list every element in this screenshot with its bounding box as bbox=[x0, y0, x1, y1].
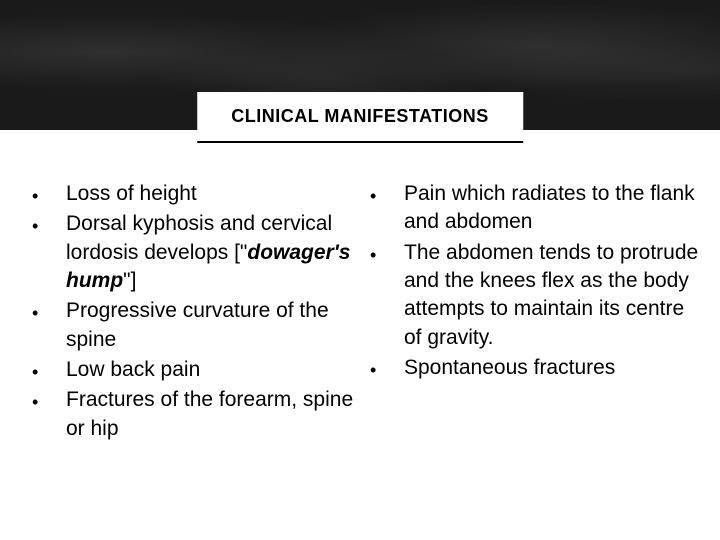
bullet-icon: • bbox=[32, 210, 66, 238]
list-item-text: Loss of height bbox=[66, 180, 362, 208]
list-item-text: Low back pain bbox=[66, 356, 362, 384]
slide-title: CLINICAL MANIFESTATIONS bbox=[197, 92, 523, 143]
bullet-icon: • bbox=[370, 239, 404, 267]
list-item: •Pain which radiates to the flank and ab… bbox=[370, 180, 700, 237]
bullet-icon: • bbox=[370, 180, 404, 208]
list-item: •Low back pain bbox=[32, 356, 362, 384]
list-item: •The abdomen tends to protrude and the k… bbox=[370, 239, 700, 352]
left-column: •Loss of height•Dorsal kyphosis and cerv… bbox=[32, 180, 362, 445]
list-item: •Progressive curvature of the spine bbox=[32, 297, 362, 354]
list-item: •Dorsal kyphosis and cervical lordosis d… bbox=[32, 210, 362, 295]
list-item-text: Fractures of the forearm, spine or hip bbox=[66, 386, 362, 443]
list-item-text: The abdomen tends to protrude and the kn… bbox=[404, 239, 700, 352]
bullet-icon: • bbox=[370, 354, 404, 382]
bullet-icon: • bbox=[32, 297, 66, 325]
bullet-icon: • bbox=[32, 180, 66, 208]
right-column: •Pain which radiates to the flank and ab… bbox=[370, 180, 700, 445]
list-item-text: Progressive curvature of the spine bbox=[66, 297, 362, 354]
list-item-text: Dorsal kyphosis and cervical lordosis de… bbox=[66, 210, 362, 295]
list-item: •Fractures of the forearm, spine or hip bbox=[32, 386, 362, 443]
bullet-icon: • bbox=[32, 356, 66, 384]
list-item-text: Pain which radiates to the flank and abd… bbox=[404, 180, 700, 237]
list-item-text: Spontaneous fractures bbox=[404, 354, 700, 382]
list-item: •Loss of height bbox=[32, 180, 362, 208]
bullet-icon: • bbox=[32, 386, 66, 414]
content-area: •Loss of height•Dorsal kyphosis and cerv… bbox=[0, 130, 720, 445]
list-item: •Spontaneous fractures bbox=[370, 354, 700, 382]
